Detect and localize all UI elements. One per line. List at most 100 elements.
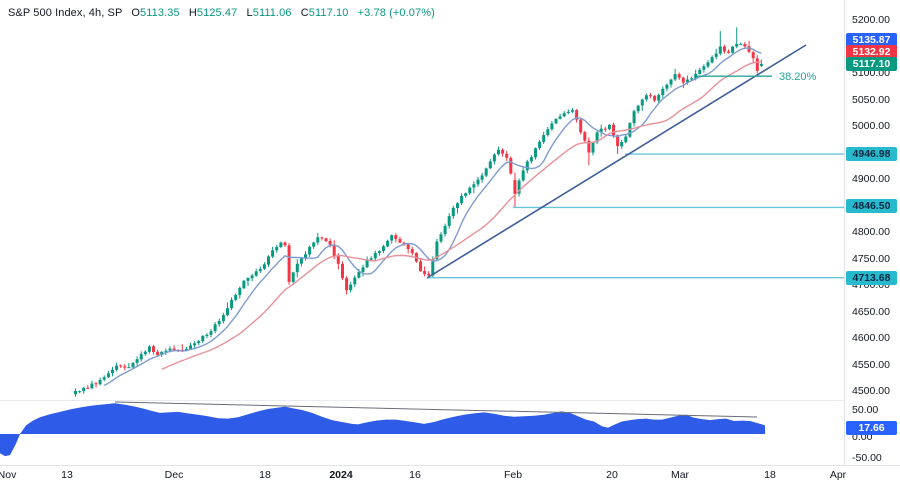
price-axis-border <box>844 0 845 465</box>
time-tick-label: 18 <box>259 469 271 481</box>
candle <box>115 362 119 372</box>
candle <box>529 155 533 164</box>
candle <box>451 205 455 219</box>
candle <box>386 239 390 248</box>
candle <box>394 233 398 243</box>
candle <box>304 251 307 261</box>
candle <box>476 176 480 187</box>
candle <box>74 388 77 397</box>
candle <box>727 49 730 54</box>
candle <box>558 113 562 120</box>
symbol-ohlc-header: S&P 500 Index, 4h, SP O5113.35 H5125.47 … <box>8 7 435 19</box>
candle <box>501 148 505 157</box>
candle <box>143 350 147 356</box>
candle <box>349 281 353 293</box>
candle <box>722 44 726 54</box>
candle <box>497 146 500 156</box>
candle <box>201 335 205 344</box>
candle <box>398 236 402 244</box>
time-axis-border <box>0 465 900 466</box>
ma_slow-line <box>161 60 762 371</box>
candle <box>718 31 722 56</box>
candle <box>595 131 599 145</box>
candle <box>135 356 139 366</box>
price-tick-label: 4900.00 <box>852 173 890 185</box>
candle <box>517 178 521 197</box>
pane-divider[interactable] <box>0 400 844 401</box>
candle <box>287 243 291 285</box>
candle <box>205 333 209 339</box>
candle <box>460 193 464 205</box>
price-tick-label: 4550.00 <box>852 359 890 371</box>
candle <box>254 268 258 277</box>
price-tick-label: -50.00 <box>852 452 882 464</box>
candle <box>456 202 459 214</box>
candle <box>538 140 542 150</box>
candle <box>221 312 225 324</box>
candle <box>714 48 718 60</box>
candle <box>275 244 279 253</box>
candle <box>373 250 377 261</box>
price-badge-support_level: 4846.50 <box>846 199 897 213</box>
time-tick-label: 13 <box>61 469 73 481</box>
candle <box>521 167 525 182</box>
candle <box>262 262 266 270</box>
close-label: C <box>300 7 309 19</box>
time-tick-label: 20 <box>606 469 618 481</box>
candle <box>488 158 492 170</box>
price-badge-support_level: 4713.68 <box>846 271 897 285</box>
candle <box>562 111 566 118</box>
candle <box>102 375 106 382</box>
candle <box>234 293 238 302</box>
candle <box>111 366 114 377</box>
candle <box>649 93 652 99</box>
candle <box>599 124 603 137</box>
candle <box>509 156 513 175</box>
low-label: L <box>246 7 253 19</box>
candle <box>484 167 488 178</box>
candle <box>513 172 517 208</box>
candle <box>735 27 739 49</box>
candle <box>706 60 710 69</box>
candle <box>312 241 316 249</box>
candle <box>320 236 324 241</box>
candle <box>702 64 706 73</box>
candle <box>308 245 312 257</box>
candle <box>673 68 677 82</box>
candle <box>230 297 234 311</box>
candle <box>472 181 476 194</box>
candle <box>624 134 628 144</box>
time-tick-label: Mar <box>670 469 690 481</box>
candle <box>423 266 427 277</box>
candle <box>644 93 648 102</box>
high-label: H <box>188 7 197 19</box>
candle <box>258 266 262 274</box>
candle <box>131 362 135 369</box>
price-tick-label: 5050.00 <box>852 94 890 106</box>
candle <box>747 40 751 54</box>
candle <box>591 141 595 156</box>
price-tick-label: 5200.00 <box>852 14 890 26</box>
candle <box>246 277 250 286</box>
indicator-trendline <box>114 401 758 418</box>
candle <box>439 232 443 244</box>
candle <box>172 345 176 351</box>
candle <box>213 322 217 334</box>
candle <box>377 250 381 256</box>
candle <box>603 126 607 132</box>
candle <box>554 118 558 125</box>
candle <box>279 241 283 249</box>
price-axis[interactable]: 5200.00 5100.00 5050.00 5000.00 4900.00 4800.… <box>845 0 900 465</box>
time-axis[interactable]: Nov 13 Dec 18 2024 16 Feb 20 Mar 18 Apr <box>0 466 900 486</box>
candle <box>283 241 287 247</box>
candle <box>86 385 90 389</box>
candle <box>443 223 447 237</box>
price-badge-last_price: 5117.10 <box>846 57 897 71</box>
candle <box>583 130 587 144</box>
candle <box>299 256 303 267</box>
time-tick-label: Feb <box>503 469 523 481</box>
candle <box>78 390 82 394</box>
candle <box>632 109 636 127</box>
candle <box>123 364 127 371</box>
